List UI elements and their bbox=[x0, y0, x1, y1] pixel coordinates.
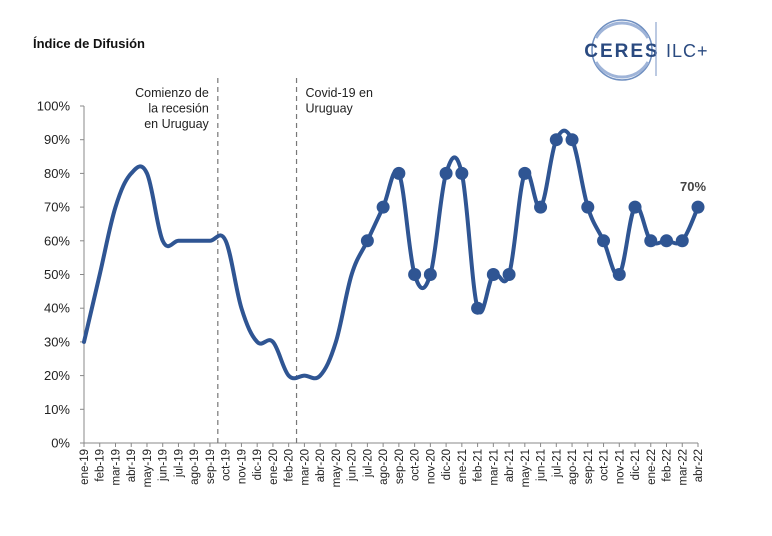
data-point bbox=[628, 200, 642, 214]
x-tick-label: jun-19 bbox=[158, 449, 170, 482]
x-tick-label: abr-21 bbox=[504, 449, 516, 482]
y-tick-label: 60% bbox=[44, 233, 70, 248]
x-tick-label: jun-21 bbox=[536, 449, 548, 482]
x-tick-label: dic-21 bbox=[630, 449, 642, 480]
x-tick-label: ago-19 bbox=[189, 449, 201, 485]
x-tick-label: oct-21 bbox=[599, 449, 611, 481]
x-tick-label: feb-22 bbox=[662, 449, 674, 482]
x-tick-label: abr-22 bbox=[693, 449, 705, 482]
data-point bbox=[549, 133, 563, 147]
x-tick-label: mar-21 bbox=[488, 449, 500, 485]
x-tick-label: feb-19 bbox=[95, 449, 107, 482]
x-tick-label: may-21 bbox=[520, 449, 532, 487]
x-tick-label: jul-21 bbox=[551, 449, 563, 478]
x-tick-label: sep-21 bbox=[583, 449, 595, 484]
annotation-text: Comienzo de bbox=[135, 86, 209, 100]
data-point bbox=[691, 200, 705, 214]
x-tick-label: feb-21 bbox=[473, 449, 485, 482]
x-tick-label: dic-19 bbox=[252, 449, 264, 480]
x-tick-label: ene-22 bbox=[646, 449, 658, 485]
chart-title: Índice de Difusión bbox=[33, 36, 145, 51]
data-point bbox=[408, 268, 422, 281]
logo-arc-bottom bbox=[594, 61, 650, 79]
x-tick-label: jul-20 bbox=[362, 449, 374, 478]
x-tick-label: ene-19 bbox=[79, 449, 91, 485]
x-tick-label: jul-19 bbox=[173, 449, 185, 478]
x-tick-label: mar-19 bbox=[110, 449, 122, 485]
y-tick-label: 90% bbox=[44, 132, 70, 147]
data-point bbox=[471, 301, 485, 315]
annotation-text: Uruguay bbox=[306, 102, 354, 116]
x-tick-label: ene-21 bbox=[457, 449, 469, 485]
logo: CERES ILC+ bbox=[584, 19, 709, 81]
data-labels: 70% bbox=[680, 179, 706, 194]
data-point bbox=[581, 200, 595, 214]
y-tick-label: 40% bbox=[44, 301, 70, 316]
y-tick-label: 0% bbox=[51, 436, 70, 451]
annotation-text: Covid-19 en bbox=[306, 86, 373, 100]
data-point bbox=[486, 268, 500, 281]
logo-ilc-text: ILC+ bbox=[666, 41, 709, 61]
x-tick-label: mar-22 bbox=[677, 449, 689, 485]
x-tick-label: may-19 bbox=[142, 449, 154, 487]
logo-arc-top bbox=[594, 21, 650, 39]
x-tick-label: nov-19 bbox=[236, 449, 248, 484]
x-tick-label: dic-20 bbox=[441, 449, 453, 480]
data-point bbox=[675, 234, 689, 248]
y-tick-label: 80% bbox=[44, 166, 70, 181]
y-tick-label: 50% bbox=[44, 267, 70, 282]
y-tick-label: 10% bbox=[44, 402, 70, 417]
x-tick-label: oct-20 bbox=[410, 449, 422, 481]
logo-ring bbox=[591, 19, 653, 81]
x-tick-label: jun-20 bbox=[347, 449, 359, 482]
x-tick-label: oct-19 bbox=[221, 449, 233, 481]
annotation-text: la recesión bbox=[148, 102, 208, 116]
annotation-text: en Uruguay bbox=[144, 117, 209, 131]
x-tick-label: nov-21 bbox=[614, 449, 626, 484]
data-point bbox=[597, 234, 611, 248]
data-point bbox=[565, 133, 579, 147]
last-value-label: 70% bbox=[680, 179, 706, 194]
data-point bbox=[423, 268, 437, 281]
x-tick-label: sep-19 bbox=[205, 449, 217, 484]
data-point bbox=[455, 166, 469, 180]
y-axis: 0% 10% 20% 30% 40% 50% 60% 70% 80% 90% 100% bbox=[37, 99, 85, 451]
data-point bbox=[534, 200, 548, 214]
data-point bbox=[392, 166, 406, 180]
data-point bbox=[502, 268, 516, 281]
y-tick-label: 20% bbox=[44, 368, 70, 383]
y-tick-label: 70% bbox=[44, 200, 70, 215]
y-tick-label: 100% bbox=[37, 99, 71, 114]
x-tick-label: mar-20 bbox=[299, 449, 311, 485]
x-tick-label: abr-20 bbox=[315, 449, 327, 482]
x-tick-label: ene-20 bbox=[268, 449, 280, 485]
data-point bbox=[518, 166, 532, 180]
series bbox=[82, 128, 705, 381]
data-point bbox=[644, 234, 658, 248]
logo-ceres-text: CERES bbox=[584, 41, 659, 62]
x-tick-label: feb-20 bbox=[284, 449, 296, 482]
data-point bbox=[376, 200, 390, 214]
y-tick-label: 30% bbox=[44, 334, 70, 349]
x-tick-label: ago-20 bbox=[378, 449, 390, 485]
x-tick-label: abr-19 bbox=[126, 449, 138, 482]
x-tick-label: ago-21 bbox=[567, 449, 579, 485]
data-point bbox=[660, 234, 674, 248]
x-tick-label: may-20 bbox=[331, 449, 343, 487]
x-tick-label: nov-20 bbox=[425, 449, 437, 484]
x-tick-label: sep-20 bbox=[394, 449, 406, 484]
series-line bbox=[82, 128, 700, 381]
x-axis: ene-19 feb-19 mar-19 abr-19 may-19 jun-19 jul-… bbox=[79, 442, 705, 487]
data-point bbox=[439, 166, 453, 180]
data-point bbox=[360, 234, 374, 248]
data-point bbox=[612, 268, 626, 281]
